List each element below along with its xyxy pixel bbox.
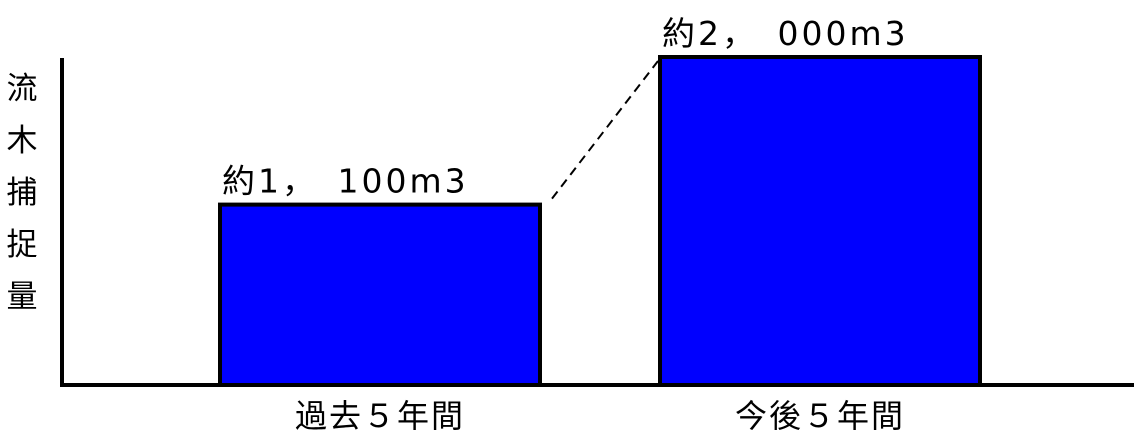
x-tick-label: 過去５年間 <box>295 397 465 435</box>
bar-value-label: 約2， 000m3 <box>662 14 909 53</box>
bar-value-label: 約1， 100m3 <box>222 162 469 201</box>
y-axis-label-char: 流 <box>7 71 38 107</box>
x-tick-label: 今後５年間 <box>735 397 905 435</box>
y-axis-label-char: 量 <box>7 279 38 315</box>
bar-2 <box>658 55 982 387</box>
y-axis-label-char: 木 <box>7 123 38 159</box>
bar-1 <box>218 202 542 387</box>
growth-connector-line <box>551 60 659 200</box>
y-axis-label-char: 捕 <box>7 175 38 211</box>
y-axis-label-char: 捉 <box>7 227 38 263</box>
